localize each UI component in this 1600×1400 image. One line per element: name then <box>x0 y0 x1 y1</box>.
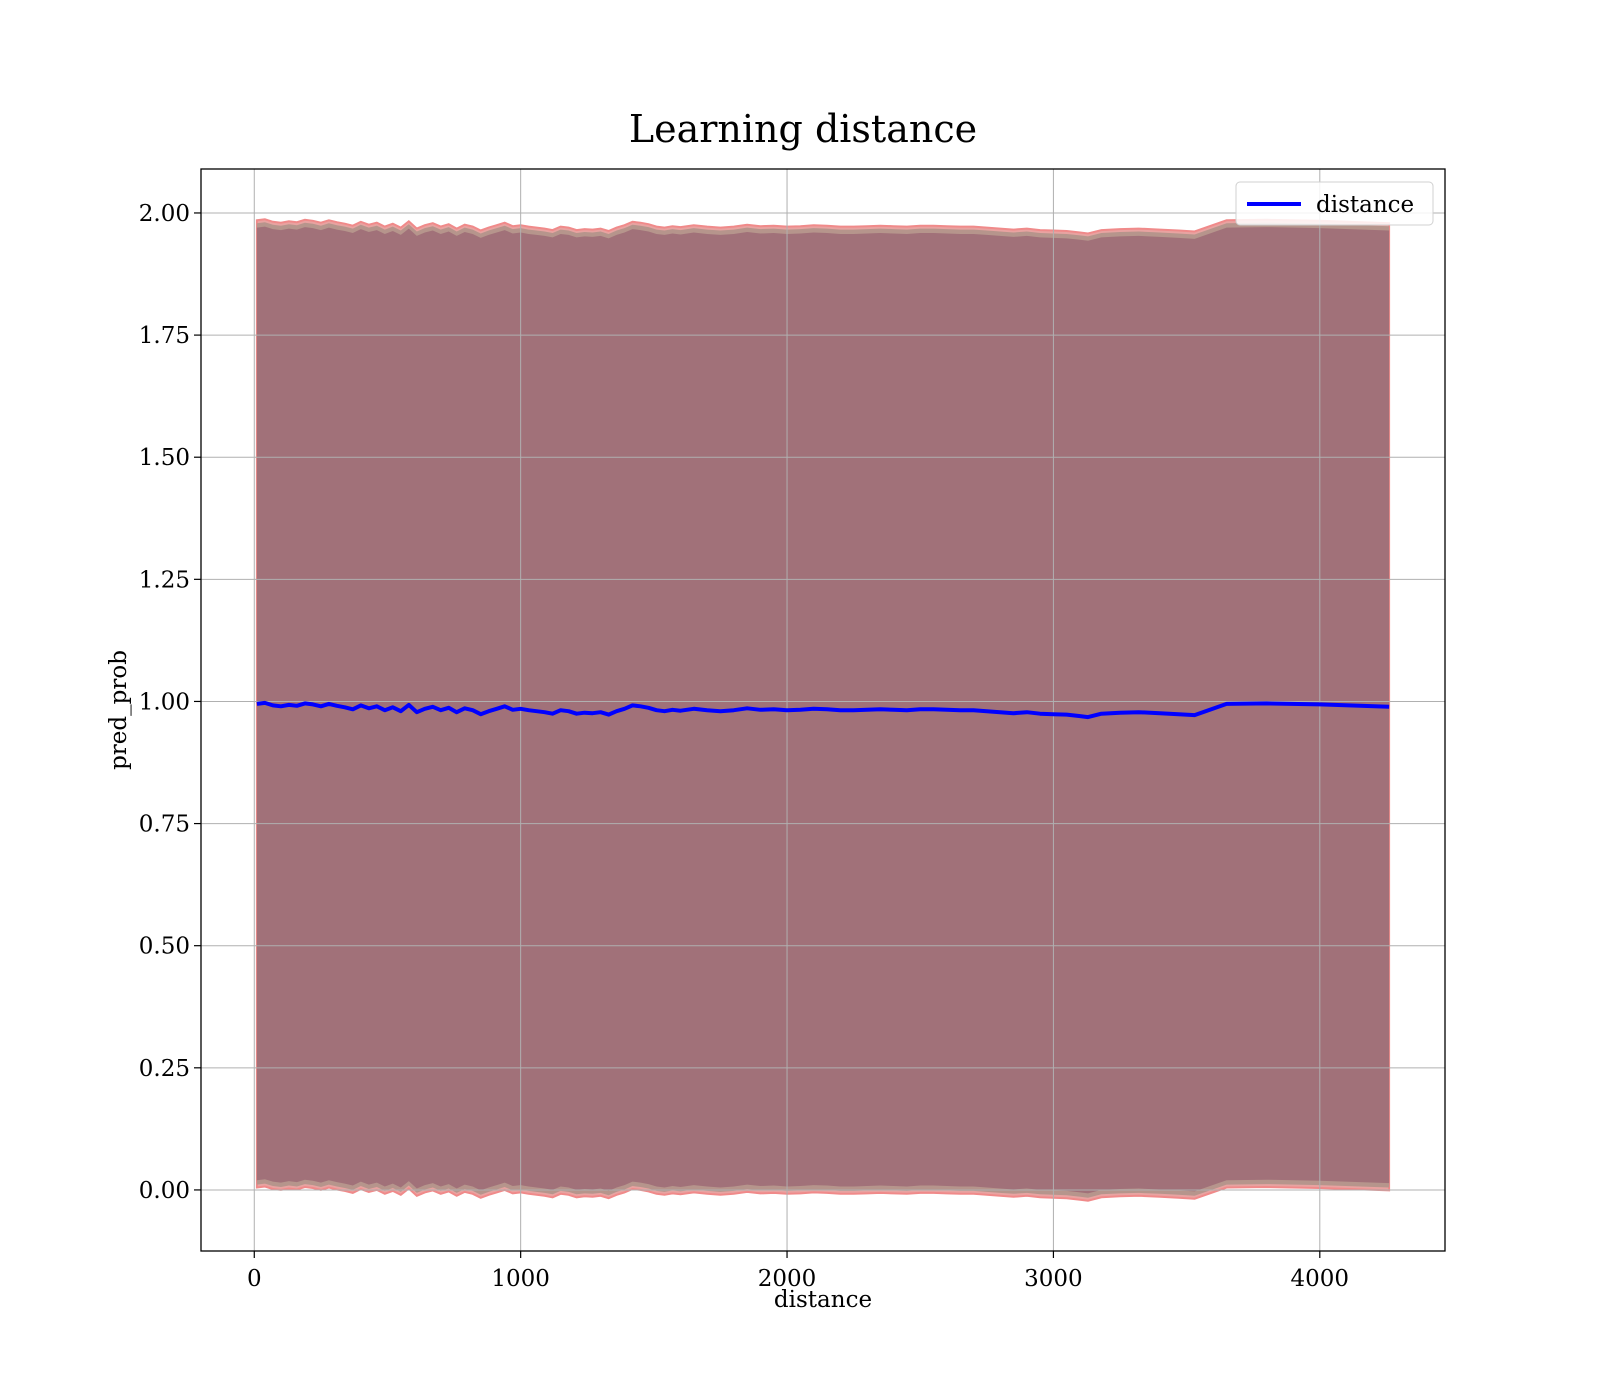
x-tick-label: 4000 <box>1291 1266 1350 1292</box>
x-tick-label: 1000 <box>491 1266 550 1292</box>
series-line-distance <box>256 700 1390 720</box>
y-tick-label: 0.25 <box>139 1056 190 1082</box>
y-axis-label: pred_prob <box>106 650 132 770</box>
x-axis-label: distance <box>774 1287 872 1313</box>
y-tick-label: 1.00 <box>139 689 190 715</box>
plot-frame <box>200 168 1446 1252</box>
y-tick-label: 2.00 <box>139 201 190 227</box>
legend-box <box>1235 181 1434 226</box>
legend-label-distance: distance <box>1316 192 1414 218</box>
y-tick-label: 1.25 <box>139 567 190 593</box>
y-tick-label: 0.00 <box>139 1178 190 1204</box>
y-tick-label: 0.75 <box>139 812 190 838</box>
x-tick-label: 0 <box>247 1266 262 1292</box>
x-tick-label: 2000 <box>758 1266 817 1292</box>
legend: distance <box>1235 181 1434 226</box>
chart-title: Learning distance <box>629 107 977 151</box>
y-tick-label: 1.50 <box>139 445 190 471</box>
x-tick-label: 3000 <box>1024 1266 1083 1292</box>
y-tick-label: 1.75 <box>139 323 190 349</box>
y-tick-label: 0.50 <box>139 934 190 960</box>
